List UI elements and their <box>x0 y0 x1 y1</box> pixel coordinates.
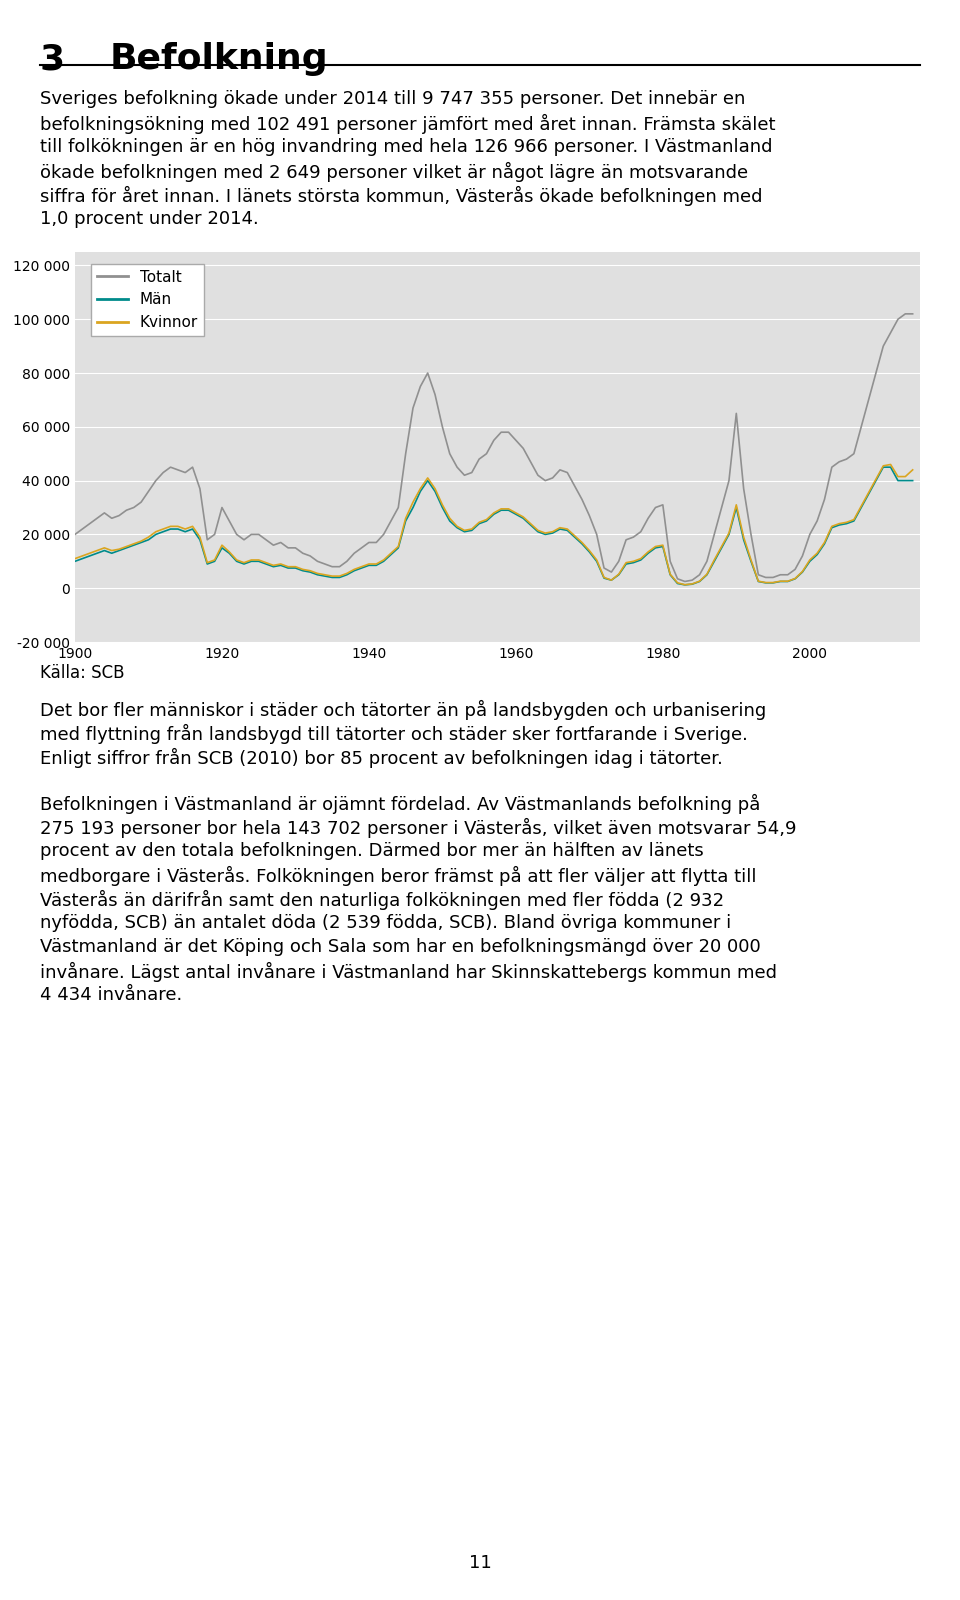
Text: befolkningsökning med 102 491 personer jämfört med året innan. Främsta skälet: befolkningsökning med 102 491 personer j… <box>40 114 776 134</box>
Text: Sveriges befolkning ökade under 2014 till 9 747 355 personer. Det innebär en: Sveriges befolkning ökade under 2014 til… <box>40 90 745 109</box>
Text: Befolkningen i Västmanland är ojämnt fördelad. Av Västmanlands befolkning på: Befolkningen i Västmanland är ojämnt för… <box>40 794 760 814</box>
Text: ökade befolkningen med 2 649 personer vilket är något lägre än motsvarande: ökade befolkningen med 2 649 personer vi… <box>40 162 748 182</box>
Text: till folkökningen är en hög invandring med hela 126 966 personer. I Västmanland: till folkökningen är en hög invandring m… <box>40 138 773 157</box>
Text: nyfödda, SCB) än antalet döda (2 539 födda, SCB). Bland övriga kommuner i: nyfödda, SCB) än antalet döda (2 539 föd… <box>40 914 732 931</box>
Text: medborgare i Västerås. Folkökningen beror främst på att fler väljer att flytta t: medborgare i Västerås. Folkökningen bero… <box>40 866 756 886</box>
Text: Det bor fler människor i städer och tätorter än på landsbygden och urbanisering: Det bor fler människor i städer och täto… <box>40 701 766 720</box>
Text: Källa: SCB: Källa: SCB <box>40 664 125 682</box>
Text: Befolkning: Befolkning <box>110 42 328 75</box>
Text: 11: 11 <box>468 1554 492 1571</box>
Text: med flyttning från landsbygd till tätorter och städer sker fortfarande i Sverige: med flyttning från landsbygd till tätort… <box>40 723 748 744</box>
Text: 4 434 invånare.: 4 434 invånare. <box>40 986 182 1005</box>
Text: 3: 3 <box>40 42 65 75</box>
Text: siffra för året innan. I länets största kommun, Västerås ökade befolkningen med: siffra för året innan. I länets största … <box>40 186 762 206</box>
Text: Enligt siffror från SCB (2010) bor 85 procent av befolkningen idag i tätorter.: Enligt siffror från SCB (2010) bor 85 pr… <box>40 749 723 768</box>
Text: 1,0 procent under 2014.: 1,0 procent under 2014. <box>40 210 259 227</box>
Text: 275 193 personer bor hela 143 702 personer i Västerås, vilket även motsvarar 54,: 275 193 personer bor hela 143 702 person… <box>40 818 797 838</box>
Text: Västerås än därifrån samt den naturliga folkökningen med fler födda (2 932: Västerås än därifrån samt den naturliga … <box>40 890 724 910</box>
Text: Västmanland är det Köping och Sala som har en befolkningsmängd över 20 000: Västmanland är det Köping och Sala som h… <box>40 938 760 955</box>
Text: invånare. Lägst antal invånare i Västmanland har Skinnskattebergs kommun med: invånare. Lägst antal invånare i Västman… <box>40 962 777 982</box>
Text: procent av den totala befolkningen. Därmed bor mer än hälften av länets: procent av den totala befolkningen. Därm… <box>40 842 704 861</box>
Legend: Totalt, Män, Kvinnor: Totalt, Män, Kvinnor <box>91 264 204 336</box>
